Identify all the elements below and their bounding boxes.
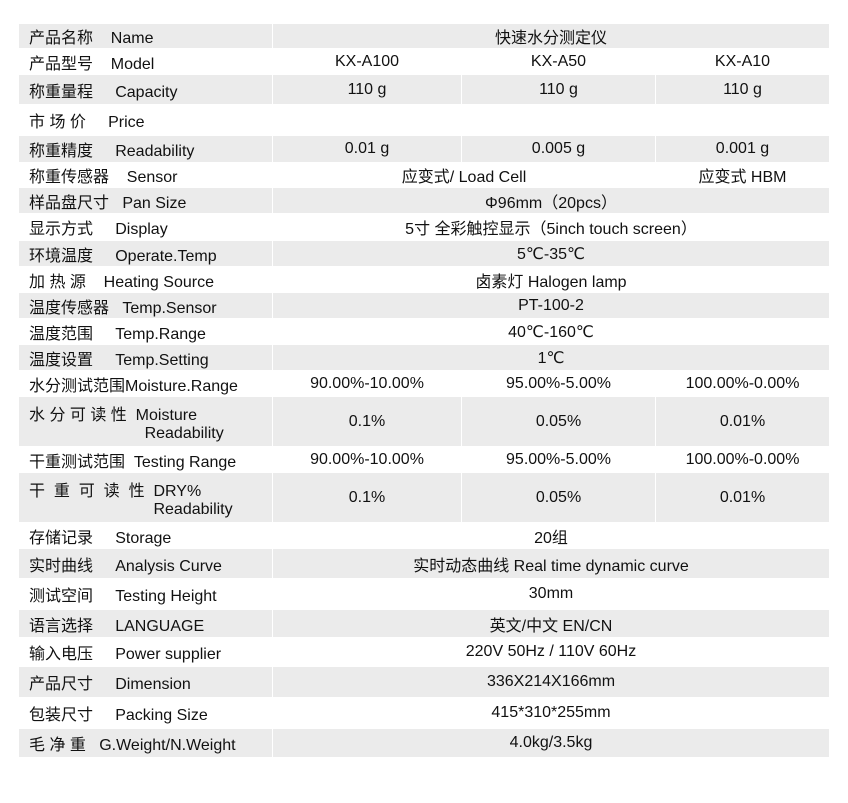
row-value: 0.001 g <box>655 135 830 163</box>
table-row: 市 场 价 Price <box>18 104 830 136</box>
table-row: 实时曲线 Analysis Curve 实时动态曲线 Real time dyna… <box>18 548 830 579</box>
row-label: 语言选择 LANGUAGE <box>18 609 273 638</box>
row-value: 0.05% <box>461 472 656 523</box>
table-row: 毛 净 重 G.Weight/N.Weight 4.0kg/3.5kg <box>18 728 830 758</box>
row-label: 包装尺寸 Packing Size <box>18 697 273 729</box>
table-row: 产品尺寸 Dimension 336X214X166mm <box>18 666 830 698</box>
row-label: 环境温度 Operate.Temp <box>18 240 273 267</box>
row-value: 20组 <box>272 522 830 549</box>
row-value: 英文/中文 EN/CN <box>272 609 830 638</box>
row-value <box>655 104 830 136</box>
row-value: 4.0kg/3.5kg <box>272 728 830 758</box>
row-value <box>272 104 462 136</box>
row-label: 干 重 可 读 性 DRY% Readability <box>18 472 273 523</box>
table-row: 存储记录 Storage 20组 <box>18 522 830 549</box>
row-label: 产品型号 Model <box>18 48 273 75</box>
row-label: 测试空间 Testing Height <box>18 578 273 610</box>
row-value: 90.00%-10.00% <box>272 446 462 473</box>
row-label: 产品名称 Name <box>18 23 273 49</box>
row-value: 0.01% <box>655 472 830 523</box>
row-value: 100.00%-0.00% <box>655 370 830 397</box>
row-value: 95.00%-5.00% <box>461 370 656 397</box>
row-label: 称重传感器 Sensor <box>18 162 273 188</box>
row-label: 温度设置 Temp.Setting <box>18 344 273 371</box>
row-value: 0.01% <box>655 396 830 447</box>
row-value: 0.005 g <box>461 135 656 163</box>
row-value: 0.1% <box>272 472 462 523</box>
row-value: 220V 50Hz / 110V 60Hz <box>272 637 830 667</box>
row-value: Φ96mm（20pcs） <box>272 187 830 214</box>
row-value: 5℃-35℃ <box>272 240 830 267</box>
row-label: 温度范围 Temp.Range <box>18 318 273 345</box>
spec-table: 产品名称 Name 快速水分测定仪 产品型号 Model KX-A100 KX-A50 K… <box>18 23 830 758</box>
row-label: 称重量程 Capacity <box>18 74 273 105</box>
row-label: 输入电压 Power supplier <box>18 637 273 667</box>
row-value: 应变式/ Load Cell <box>272 162 656 188</box>
row-label: 水 分 可 读 性 Moisture Readability <box>18 396 273 447</box>
row-label: 市 场 价 Price <box>18 104 273 136</box>
table-row: 水 分 可 读 性 Moisture Readability 0.1% 0.05% 0… <box>18 396 830 447</box>
row-value: 快速水分测定仪 <box>272 23 830 49</box>
row-value: 110 g <box>655 74 830 105</box>
row-label: 干重测试范围 Testing Range <box>18 446 273 473</box>
row-label: 水分测试范围Moisture.Range <box>18 370 273 397</box>
table-row: 称重量程 Capacity 110 g 110 g 110 g <box>18 74 830 105</box>
row-label: 温度传感器 Temp.Sensor <box>18 292 273 319</box>
row-label: 产品尺寸 Dimension <box>18 666 273 698</box>
table-row: 温度传感器 Temp.Sensor PT-100-2 <box>18 292 830 319</box>
row-value: 应变式 HBM <box>655 162 830 188</box>
row-value: 卤素灯 Halogen lamp <box>272 266 830 293</box>
row-value: 110 g <box>272 74 462 105</box>
table-row: 产品型号 Model KX-A100 KX-A50 KX-A10 <box>18 48 830 75</box>
table-row: 输入电压 Power supplier 220V 50Hz / 110V 60Hz <box>18 637 830 667</box>
row-label: 显示方式 Display <box>18 213 273 241</box>
row-value: 5寸 全彩触控显示（5inch touch screen） <box>272 213 830 241</box>
row-label: 实时曲线 Analysis Curve <box>18 548 273 579</box>
row-label: 存储记录 Storage <box>18 522 273 549</box>
table-row: 加 热 源 Heating Source 卤素灯 Halogen lamp <box>18 266 830 293</box>
table-row: 产品名称 Name 快速水分测定仪 <box>18 23 830 49</box>
row-value: 1℃ <box>272 344 830 371</box>
row-label: 加 热 源 Heating Source <box>18 266 273 293</box>
row-value: 40℃-160℃ <box>272 318 830 345</box>
table-row: 显示方式 Display 5寸 全彩触控显示（5inch touch screen… <box>18 213 830 241</box>
row-value <box>461 104 656 136</box>
row-value: 实时动态曲线 Real time dynamic curve <box>272 548 830 579</box>
row-value: 90.00%-10.00% <box>272 370 462 397</box>
row-value: 0.1% <box>272 396 462 447</box>
table-row: 环境温度 Operate.Temp 5℃-35℃ <box>18 240 830 267</box>
row-value: 95.00%-5.00% <box>461 446 656 473</box>
table-row: 称重精度 Readability 0.01 g 0.005 g 0.001 g <box>18 135 830 163</box>
table-row: 包装尺寸 Packing Size 415*310*255mm <box>18 697 830 729</box>
row-value: KX-A100 <box>272 48 462 75</box>
table-row: 称重传感器 Sensor 应变式/ Load Cell 应变式 HBM <box>18 162 830 188</box>
row-value: 110 g <box>461 74 656 105</box>
row-value: 415*310*255mm <box>272 697 830 729</box>
table-row: 水分测试范围Moisture.Range 90.00%-10.00% 95.00%-… <box>18 370 830 397</box>
table-row: 样品盘尺寸 Pan Size Φ96mm（20pcs） <box>18 187 830 214</box>
table-row: 语言选择 LANGUAGE 英文/中文 EN/CN <box>18 609 830 638</box>
row-value: 100.00%-0.00% <box>655 446 830 473</box>
row-value: 0.05% <box>461 396 656 447</box>
table-row: 干 重 可 读 性 DRY% Readability 0.1% 0.05% 0.01% <box>18 472 830 523</box>
row-value: 0.01 g <box>272 135 462 163</box>
row-value: 336X214X166mm <box>272 666 830 698</box>
table-row: 温度设置 Temp.Setting 1℃ <box>18 344 830 371</box>
row-value: KX-A10 <box>655 48 830 75</box>
table-row: 测试空间 Testing Height 30mm <box>18 578 830 610</box>
table-row: 温度范围 Temp.Range 40℃-160℃ <box>18 318 830 345</box>
row-value: KX-A50 <box>461 48 656 75</box>
table-row: 干重测试范围 Testing Range 90.00%-10.00% 95.00%-… <box>18 446 830 473</box>
row-label: 样品盘尺寸 Pan Size <box>18 187 273 214</box>
row-label: 称重精度 Readability <box>18 135 273 163</box>
row-value: 30mm <box>272 578 830 610</box>
row-value: PT-100-2 <box>272 292 830 319</box>
row-label: 毛 净 重 G.Weight/N.Weight <box>18 728 273 758</box>
